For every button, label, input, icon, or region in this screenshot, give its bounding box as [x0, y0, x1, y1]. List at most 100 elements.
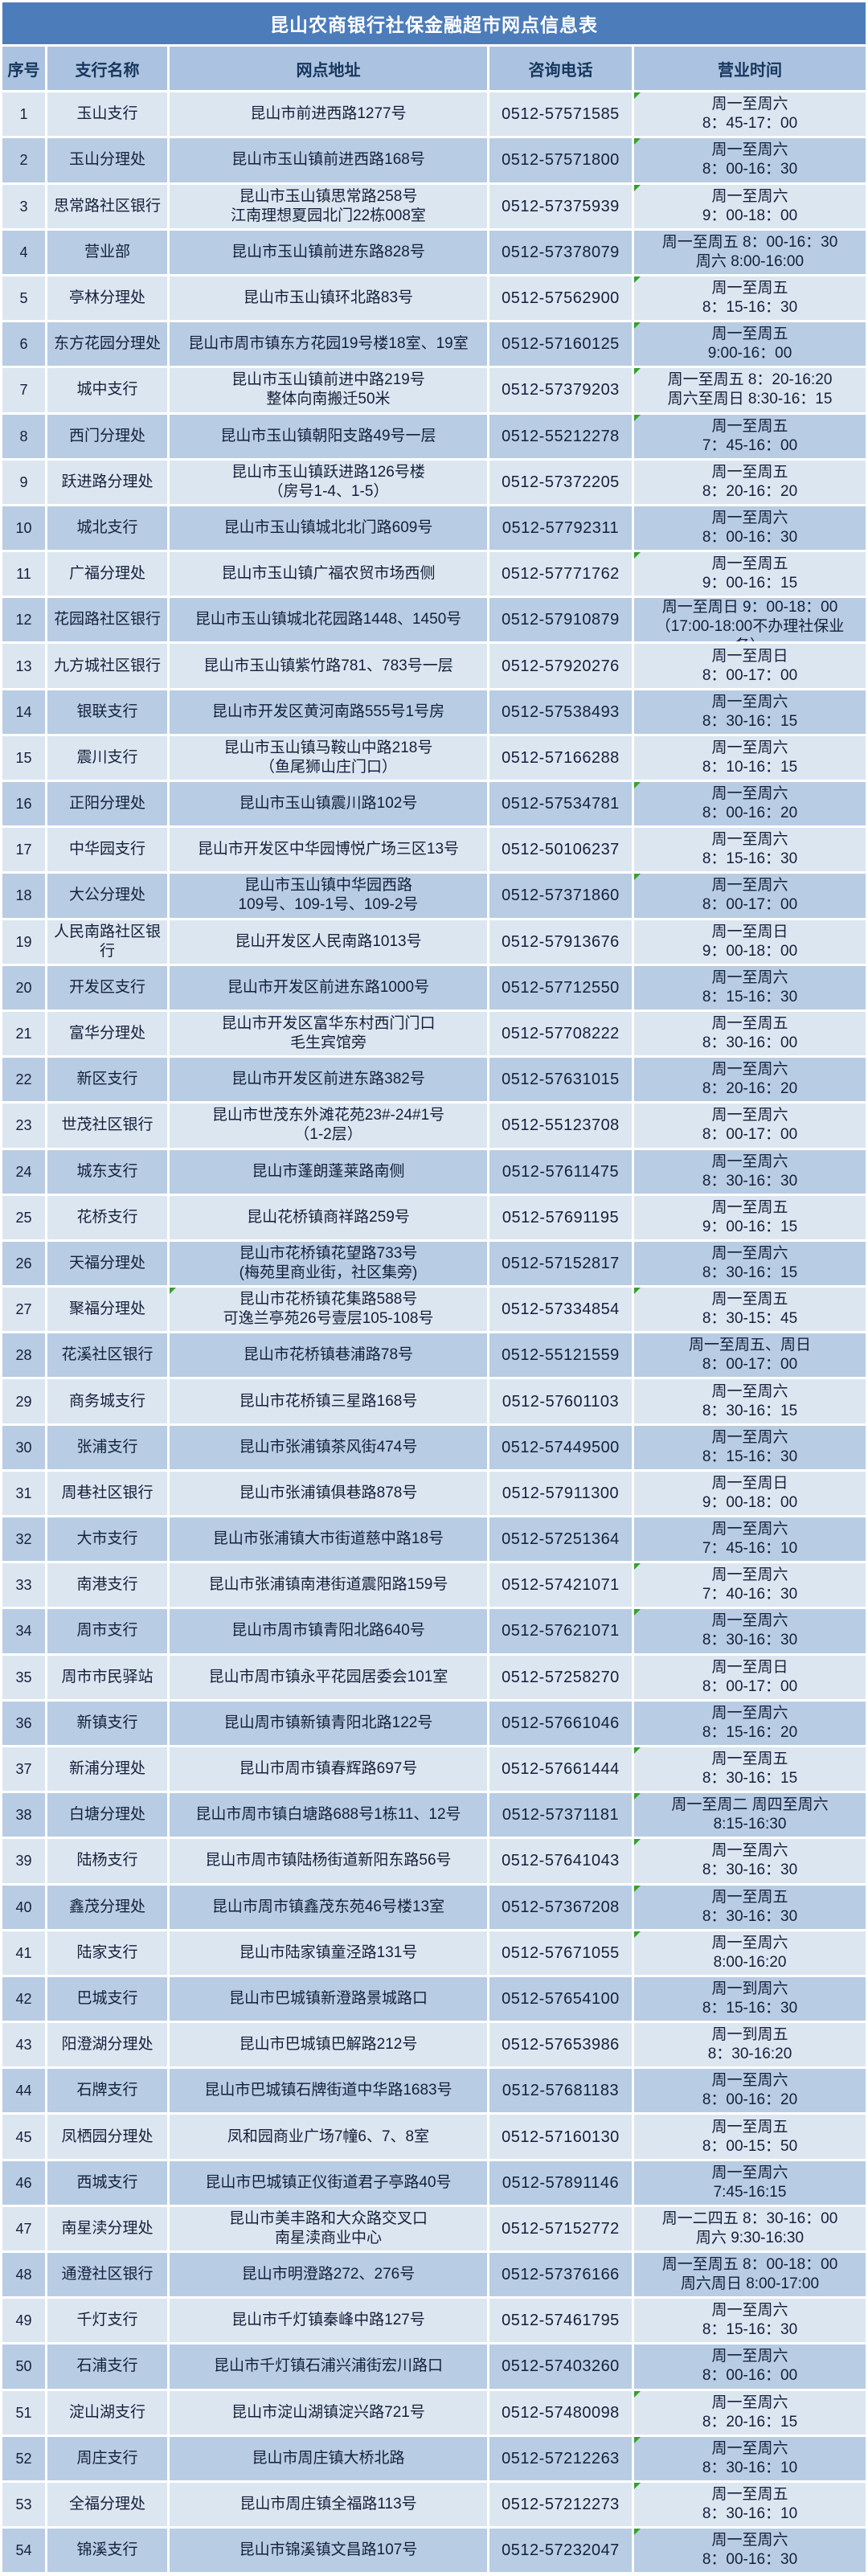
cell-address: 昆山市张浦镇俱巷路878号 [170, 1471, 487, 1515]
cell-seq-number: 32 [2, 1517, 45, 1562]
cell-hours: 周一至周六 8：30-16：30 [634, 1149, 866, 1194]
cell-branch-name: 淀山湖支行 [47, 2390, 167, 2435]
cell-seq-number: 49 [2, 2299, 45, 2343]
excel-comment-marker-icon [634, 1288, 641, 1295]
cell-seq-number: 8 [2, 414, 45, 458]
excel-comment-marker-icon [170, 1288, 176, 1295]
cell-seq-number: 35 [2, 1655, 45, 1699]
cell-phone: 0512-57691195 [489, 1195, 632, 1239]
cell-phone: 0512-57166288 [489, 735, 632, 780]
cell-address: 昆山市陆家镇童泾路131号 [170, 1931, 487, 1975]
cell-seq-number: 19 [2, 919, 45, 964]
cell-phone: 0512-57212263 [489, 2436, 632, 2480]
cell-branch-name: 张浦支行 [47, 1425, 167, 1469]
cell-hours: 周一至周日 9：00-18：00（17:00-18:00不办理社保业务） [634, 598, 866, 642]
cell-hours: 周一至周六 8：15-16：30 [634, 1425, 866, 1469]
cell-phone: 0512-57913676 [489, 919, 632, 964]
cell-branch-name: 全福分理处 [47, 2482, 167, 2527]
cell-seq-number: 7 [2, 368, 45, 412]
cell-address: 昆山市巴城镇新澄路景城路口 [170, 1976, 487, 2021]
cell-branch-name: 银联支行 [47, 690, 167, 734]
cell-address: 昆山市明澄路272、276号 [170, 2253, 487, 2297]
cell-phone: 0512-57152772 [489, 2206, 632, 2250]
cell-address: 凤和园商业广场7幢6、7、8室 [170, 2115, 487, 2159]
cell-seq-number: 28 [2, 1333, 45, 1378]
cell-hours: 周一至周五 9:00-16：00 [634, 322, 866, 367]
cell-branch-name: 锦溪支行 [47, 2529, 167, 2573]
excel-comment-marker-icon [634, 1609, 641, 1616]
cell-branch-name: 花溪社区银行 [47, 1333, 167, 1378]
cell-phone: 0512-55121559 [489, 1333, 632, 1378]
cell-branch-name: 南港支行 [47, 1563, 167, 1607]
cell-address: 昆山市周市镇东方花园19号楼18室、19室 [170, 322, 487, 367]
cell-branch-name: 思常路社区银行 [47, 184, 167, 228]
cell-branch-name: 石浦支行 [47, 2345, 167, 2389]
cell-address: 昆山市前进西路1277号 [170, 92, 487, 137]
cell-seq-number: 14 [2, 690, 45, 734]
cell-seq-number: 3 [2, 184, 45, 228]
cell-seq-number: 4 [2, 230, 45, 274]
cell-branch-name: 正阳分理处 [47, 782, 167, 826]
cell-seq-number: 23 [2, 1104, 45, 1148]
cell-hours: 周一至周日 9：00-18：00 [634, 919, 866, 964]
cell-address: 昆山市世茂东外滩花苑23#-24#1号 （1-2层） [170, 1104, 487, 1148]
cell-seq-number: 29 [2, 1379, 45, 1423]
cell-hours: 周一至周六 8：00-16：20 [634, 2069, 866, 2113]
cell-branch-name: 新浦分理处 [47, 1747, 167, 1792]
cell-seq-number: 34 [2, 1609, 45, 1653]
cell-branch-name: 新区支行 [47, 1058, 167, 1102]
cell-branch-name: 富华分理处 [47, 1011, 167, 1056]
table-title: 昆山农商银行社保金融超市网点信息表 [2, 2, 866, 44]
cell-phone: 0512-57571800 [489, 138, 632, 182]
cell-branch-name: 人民南路社区银行 [47, 919, 167, 964]
cell-seq-number: 26 [2, 1241, 45, 1286]
cell-address: 昆山市玉山镇紫竹路781、783号一层 [170, 644, 487, 688]
cell-branch-name: 亭林分理处 [47, 276, 167, 321]
cell-address: 昆山市玉山镇思常路258号 江南理想夏园北门22栋008室 [170, 184, 487, 228]
cell-branch-name: 玉山分理处 [47, 138, 167, 182]
cell-address: 昆山市花桥镇花集路588号 可逸兰亭苑26号壹层105-108号 [170, 1288, 487, 1332]
cell-address: 昆山市巴城镇巴解路212号 [170, 2023, 487, 2067]
excel-comment-marker-icon [634, 138, 641, 145]
cell-hours: 周一至周六 8：20-16：15 [634, 2390, 866, 2435]
cell-seq-number: 36 [2, 1701, 45, 1745]
cell-seq-number: 17 [2, 828, 45, 872]
cell-seq-number: 51 [2, 2390, 45, 2435]
cell-address: 昆山市开发区前进东路1000号 [170, 965, 487, 1010]
cell-seq-number: 37 [2, 1747, 45, 1792]
cell-phone: 0512-57631015 [489, 1058, 632, 1102]
cell-branch-name: 通澄社区银行 [47, 2253, 167, 2297]
cell-seq-number: 40 [2, 1885, 45, 1929]
cell-phone: 0512-57232047 [489, 2529, 632, 2573]
cell-phone: 0512-57792311 [489, 506, 632, 551]
excel-comment-marker-icon [634, 2436, 641, 2443]
cell-hours: 周一至周六 8:00-16:20 [634, 1931, 866, 1975]
cell-phone: 0512-57562900 [489, 276, 632, 321]
cell-hours: 周一至周日 8：00-17：00 [634, 644, 866, 688]
cell-hours: 周一至周五 9：00-16：15 [634, 1195, 866, 1239]
cell-seq-number: 10 [2, 506, 45, 551]
cell-phone: 0512-57371860 [489, 874, 632, 918]
cell-branch-name: 城北支行 [47, 506, 167, 551]
cell-hours: 周一至周六 8：30-16：15 [634, 1241, 866, 1286]
cell-address: 昆山市花桥镇三星路168号 [170, 1379, 487, 1423]
cell-address: 昆山市玉山镇中华园西路 109号、109-1号、109-2号 [170, 874, 487, 918]
cell-seq-number: 1 [2, 92, 45, 137]
cell-branch-name: 周市市民驿站 [47, 1655, 167, 1699]
cell-seq-number: 31 [2, 1471, 45, 1515]
cell-hours: 周一至周五 8：20-16:20 周六至周日 8:30-16：15 [634, 368, 866, 412]
cell-phone: 0512-57654100 [489, 1976, 632, 2021]
cell-seq-number: 44 [2, 2069, 45, 2113]
excel-comment-marker-icon [634, 92, 641, 100]
cell-phone: 0512-57534781 [489, 782, 632, 826]
cell-address: 昆山市玉山镇马鞍山中路218号 （鱼尾狮山庄门口） [170, 735, 487, 780]
cell-branch-name: 西城支行 [47, 2160, 167, 2205]
cell-branch-name: 陆家支行 [47, 1931, 167, 1975]
column-header-phone: 咨询电话 [489, 47, 632, 90]
cell-hours: 周一至周六 7:45-16:15 [634, 2160, 866, 2205]
cell-hours: 周一至周六 8：45-17：00 [634, 92, 866, 137]
cell-hours: 周一至周六 8：00-16：00 [634, 2345, 866, 2389]
cell-branch-name: 鑫茂分理处 [47, 1885, 167, 1929]
cell-address: 昆山市周市镇陆杨街道新阳东路56号 [170, 1839, 487, 1883]
cell-seq-number: 6 [2, 322, 45, 367]
